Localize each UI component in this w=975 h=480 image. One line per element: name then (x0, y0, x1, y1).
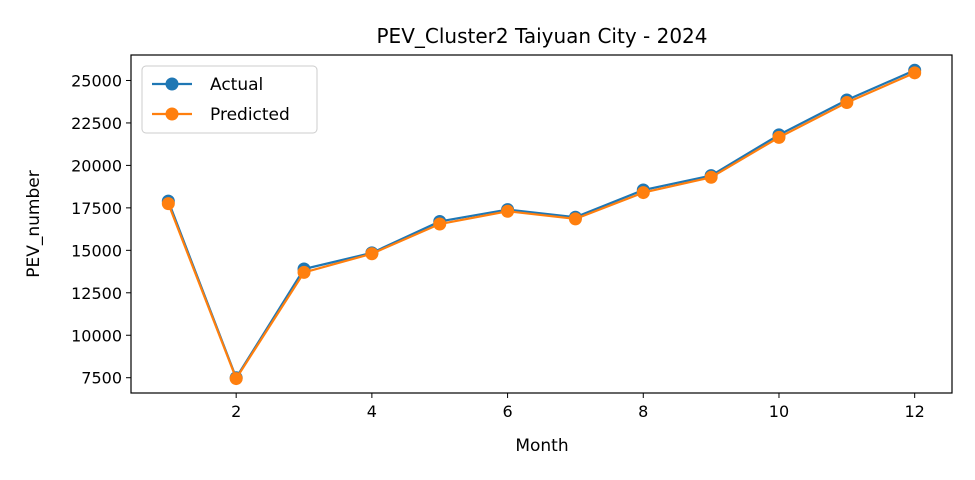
plot-frame (130, 54, 953, 394)
data-point (501, 204, 515, 218)
data-point (365, 247, 379, 261)
legend-item: Actual (152, 75, 263, 95)
data-point (433, 217, 447, 231)
y-tick-label: 25000 (71, 71, 122, 90)
y-tick-label: 7500 (81, 369, 122, 388)
legend-label: Actual (210, 75, 263, 95)
legend: Actual Predicted (141, 65, 318, 134)
data-point (908, 66, 922, 80)
data-point (297, 265, 311, 279)
data-point (161, 197, 175, 211)
series-layer (161, 63, 922, 386)
series-predicted (161, 66, 922, 386)
y-tick-label: 15000 (71, 241, 122, 260)
y-tick-label: 22500 (71, 114, 122, 133)
legend-label: Predicted (210, 105, 290, 125)
y-tick-label: 10000 (71, 326, 122, 345)
legend-marker (165, 77, 179, 91)
y-axis-title: PEV_number (24, 170, 44, 277)
data-point (772, 130, 786, 144)
x-tick-label: 8 (638, 402, 648, 421)
y-tick-label: 20000 (71, 156, 122, 175)
data-point (229, 372, 243, 386)
x-tick-label: 2 (231, 402, 241, 421)
y-axis: 7500 10000 12500 15000 17500 20000 22500 25000 (71, 71, 131, 388)
data-point (568, 212, 582, 226)
legend-box (141, 65, 318, 134)
series-line (167, 69, 916, 381)
x-tick-label: 6 (502, 402, 512, 421)
x-tick-label: 10 (769, 402, 789, 421)
y-tick-label: 17500 (71, 199, 122, 218)
data-point (636, 186, 650, 200)
legend-marker (165, 107, 179, 121)
data-point (840, 96, 854, 110)
x-tick-label: 4 (367, 402, 377, 421)
x-axis-title: Month (515, 436, 568, 456)
y-tick-label: 12500 (71, 284, 122, 303)
chart-title: PEV_Cluster2 Taiyuan City - 2024 (377, 24, 708, 48)
series-line (167, 71, 916, 381)
data-point (704, 170, 718, 184)
x-axis: 2 4 6 8 10 12 (231, 393, 925, 421)
legend-item: Predicted (152, 105, 290, 125)
x-tick-label: 12 (905, 402, 925, 421)
